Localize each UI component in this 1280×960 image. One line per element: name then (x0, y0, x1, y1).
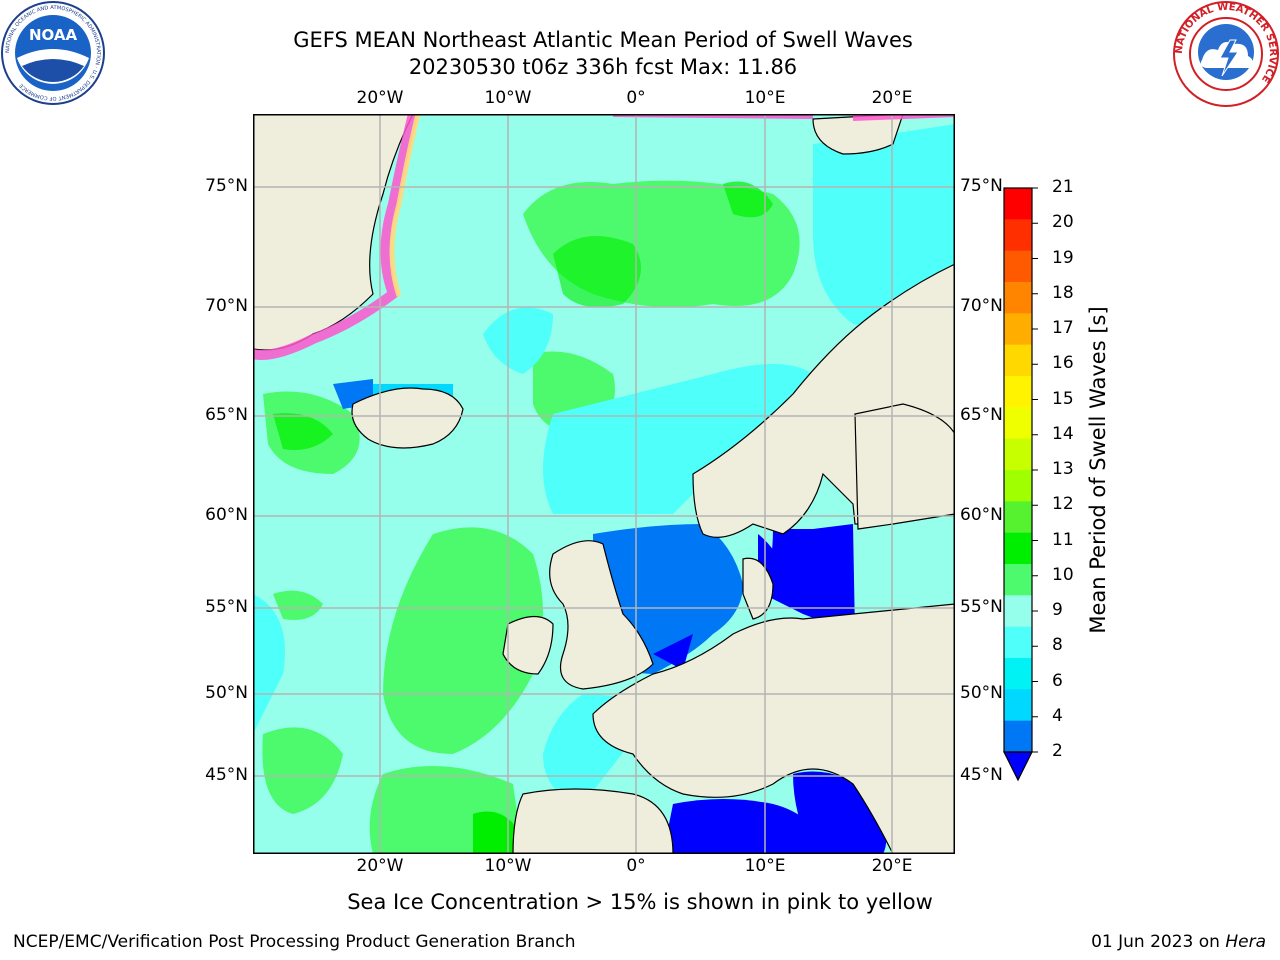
colorbar-tick-label: 2 (1052, 741, 1063, 761)
colorbar-tick-label: 11 (1052, 529, 1074, 550)
lat-label-left: 75°N (205, 176, 248, 196)
lat-label-right: 45°N (960, 765, 1003, 785)
map-frame (253, 114, 955, 854)
map-panel (253, 114, 955, 854)
lon-label-top: 20°W (356, 88, 404, 108)
colorbar-tick-label: 16 (1052, 353, 1074, 374)
colorbar-band (1004, 282, 1032, 314)
colorbar-band (1004, 219, 1032, 252)
nws-logo: NATIONAL WEATHER SERVICE (1173, 1, 1279, 107)
lat-label-right: 65°N (960, 405, 1003, 425)
colorbar-band (1004, 438, 1032, 471)
lat-label-right: 75°N (960, 176, 1003, 196)
colorbar-tick-label: 6 (1052, 670, 1063, 691)
lon-label-top: 0° (626, 88, 646, 108)
colorbar-band (1004, 188, 1032, 220)
colorbar-band (1004, 501, 1032, 534)
colorbar-tick-label: 21 (1052, 177, 1074, 197)
lat-label-right: 60°N (960, 505, 1003, 525)
colorbar-tick-label: 17 (1052, 318, 1074, 338)
colorbar-band (1004, 658, 1032, 690)
colorbar-band (1004, 689, 1032, 722)
colorbar-tick-label: 4 (1052, 705, 1063, 726)
sea-ice-edge (253, 114, 418, 360)
lat-label-left: 70°N (205, 296, 248, 316)
lon-label-top: 10°W (484, 88, 532, 108)
lat-label-left: 55°N (205, 597, 248, 617)
colorbar-band (1004, 376, 1032, 408)
noaa-logo-text: NOAA (29, 26, 78, 44)
lat-label-right: 55°N (960, 597, 1003, 617)
colorbar-band (1004, 344, 1032, 377)
colorbar-tick-label: 19 (1052, 247, 1074, 268)
lat-label-left: 45°N (205, 765, 248, 785)
footer-host: Hera (1225, 932, 1266, 952)
colorbar-tick-label: 13 (1052, 459, 1074, 479)
colorbar-tick-label: 14 (1052, 423, 1074, 444)
colorbar-tick-label: 12 (1052, 494, 1074, 515)
lat-label-right: 50°N (960, 683, 1003, 703)
lon-label-bottom: 20°W (356, 856, 404, 876)
colorbar-band (1004, 532, 1032, 565)
colorbar-title: Mean Period of Swell Waves [s] (1086, 306, 1110, 634)
colorbar-band (1004, 250, 1032, 283)
colorbar-tick-label: 18 (1052, 282, 1074, 303)
colorbar-band (1004, 407, 1032, 440)
chart-subtitle: 20230530 t06z 336h fcst Max: 11.86 (408, 55, 798, 79)
lon-label-top: 10°E (744, 88, 786, 108)
colorbar-band (1004, 313, 1032, 346)
lon-label-bottom: 10°E (744, 856, 786, 876)
footer-credit: NCEP/EMC/Verification Post Processing Pr… (13, 932, 576, 952)
colorbar-tick-label: 15 (1052, 388, 1074, 409)
colorbar (1003, 187, 1038, 782)
lon-label-top: 20°E (871, 88, 913, 108)
colorbar-under-triangle (1003, 751, 1033, 782)
colorbar-band (1004, 720, 1032, 753)
colorbar-band (1004, 595, 1032, 628)
lon-label-bottom: 20°E (871, 856, 913, 876)
colorbar-tick-label: 9 (1052, 600, 1063, 620)
chart-title: GEFS MEAN Northeast Atlantic Mean Period… (293, 28, 913, 52)
lon-label-bottom: 10°W (484, 856, 532, 876)
lat-label-left: 50°N (205, 683, 248, 703)
footer-date-text: 01 Jun 2023 on (1091, 932, 1226, 952)
lat-label-left: 65°N (205, 405, 248, 425)
land-masses (253, 114, 955, 854)
colorbar-band (1004, 470, 1032, 502)
lat-label-right: 70°N (960, 296, 1003, 316)
colorbar-tick-label: 10 (1052, 564, 1074, 585)
footer-date: 01 Jun 2023 on Hera (1091, 932, 1266, 952)
colorbar-band (1004, 564, 1032, 596)
colorbar-band (1004, 626, 1032, 659)
swell-field (253, 124, 955, 854)
lat-label-left: 60°N (205, 505, 248, 525)
colorbar-tick-label: 8 (1052, 635, 1063, 656)
gridlines (253, 114, 955, 854)
sea-ice-note: Sea Ice Concentration > 15% is shown in … (347, 890, 933, 914)
lon-label-bottom: 0° (626, 856, 646, 876)
colorbar-tick-label: 20 (1052, 212, 1074, 233)
noaa-logo: NOAA NATIONAL OCEANIC AND ATMOSPHERIC AD… (1, 1, 105, 105)
